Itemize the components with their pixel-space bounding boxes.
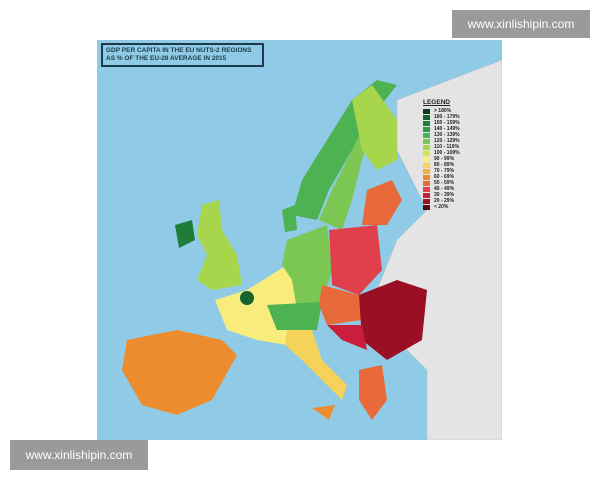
legend-label: 80 - 89%	[434, 162, 455, 168]
legend-swatch	[423, 138, 430, 144]
ireland	[175, 220, 195, 248]
uk	[197, 200, 242, 290]
balkans	[327, 325, 367, 350]
legend-item: 80 - 89%	[423, 162, 460, 168]
legend-item: 150 - 159%	[423, 120, 460, 126]
legend-label: < 20%	[434, 204, 449, 210]
legend-label: 50 - 59%	[434, 180, 455, 186]
legend-item: 100 - 109%	[423, 150, 460, 156]
denmark	[282, 205, 297, 232]
legend-swatch	[423, 192, 430, 198]
legend-swatch	[423, 126, 430, 132]
legend-swatch	[423, 132, 430, 138]
legend-swatch	[423, 180, 430, 186]
central-east	[319, 285, 362, 325]
legend-label: 40 - 49%	[434, 186, 455, 192]
map-title: GDP PER CAPITA IN THE EU NUTS-2 REGIONS …	[101, 43, 264, 67]
watermark-bottom: www.xinlishipin.com	[10, 440, 148, 470]
legend-swatch	[423, 150, 430, 156]
legend-label: 90 - 99%	[434, 156, 455, 162]
legend-item: < 20%	[423, 204, 460, 210]
legend: LEGEND > 180% 160 - 179% 150 - 159% 140 - 1…	[423, 99, 460, 210]
title-line-2: AS % OF THE EU-28 AVERAGE IN 2015	[106, 55, 227, 62]
legend-label: 20 - 29%	[434, 198, 455, 204]
legend-label: 60 - 69%	[434, 174, 455, 180]
title-line-1: GDP PER CAPITA IN THE EU NUTS-2 REGIONS	[106, 47, 252, 54]
legend-item: 60 - 69%	[423, 174, 460, 180]
eu-gdp-map	[97, 40, 502, 440]
iberia	[122, 330, 237, 415]
legend-item: 40 - 49%	[423, 186, 460, 192]
legend-label: 120 - 129%	[434, 138, 460, 144]
legend-item: 160 - 179%	[423, 114, 460, 120]
legend-item: 50 - 59%	[423, 180, 460, 186]
legend-item: 70 - 79%	[423, 168, 460, 174]
italy	[285, 330, 347, 400]
legend-label: 130 - 139%	[434, 132, 460, 138]
legend-swatch	[423, 168, 430, 174]
watermark-top: www.xinlishipin.com	[452, 10, 590, 38]
legend-swatch	[423, 198, 430, 204]
legend-item: 30 - 39%	[423, 192, 460, 198]
baltics	[362, 180, 402, 225]
legend-item: 130 - 139%	[423, 132, 460, 138]
legend-label: 140 - 149%	[434, 126, 460, 132]
legend-label: 160 - 179%	[434, 114, 460, 120]
legend-swatch	[423, 162, 430, 168]
legend-label: 150 - 159%	[434, 120, 460, 126]
legend-label: 70 - 79%	[434, 168, 455, 174]
benelux-germany	[282, 225, 332, 310]
legend-item: 20 - 29%	[423, 198, 460, 204]
legend-swatch	[423, 114, 430, 120]
legend-swatch	[423, 144, 430, 150]
alpine	[267, 302, 322, 330]
legend-swatch	[423, 174, 430, 180]
legend-item: 140 - 149%	[423, 126, 460, 132]
legend-label: 30 - 39%	[434, 192, 455, 198]
legend-swatch	[423, 204, 430, 210]
legend-label: 110 - 119%	[434, 144, 460, 150]
finland	[352, 85, 397, 170]
legend-swatch	[423, 156, 430, 162]
greece	[359, 365, 387, 420]
legend-swatch	[423, 186, 430, 192]
legend-swatch	[423, 120, 430, 126]
legend-label: 100 - 109%	[434, 150, 460, 156]
legend-title: LEGEND	[423, 99, 451, 106]
legend-item: 110 - 119%	[423, 144, 460, 150]
paris-region	[240, 291, 254, 305]
legend-item: 120 - 129%	[423, 138, 460, 144]
legend-swatch	[423, 108, 430, 114]
legend-item: > 180%	[423, 108, 460, 114]
sicily	[312, 405, 335, 420]
romania-bulgaria	[359, 280, 427, 360]
poland	[329, 225, 382, 295]
legend-label: > 180%	[434, 108, 452, 114]
legend-item: 90 - 99%	[423, 156, 460, 162]
